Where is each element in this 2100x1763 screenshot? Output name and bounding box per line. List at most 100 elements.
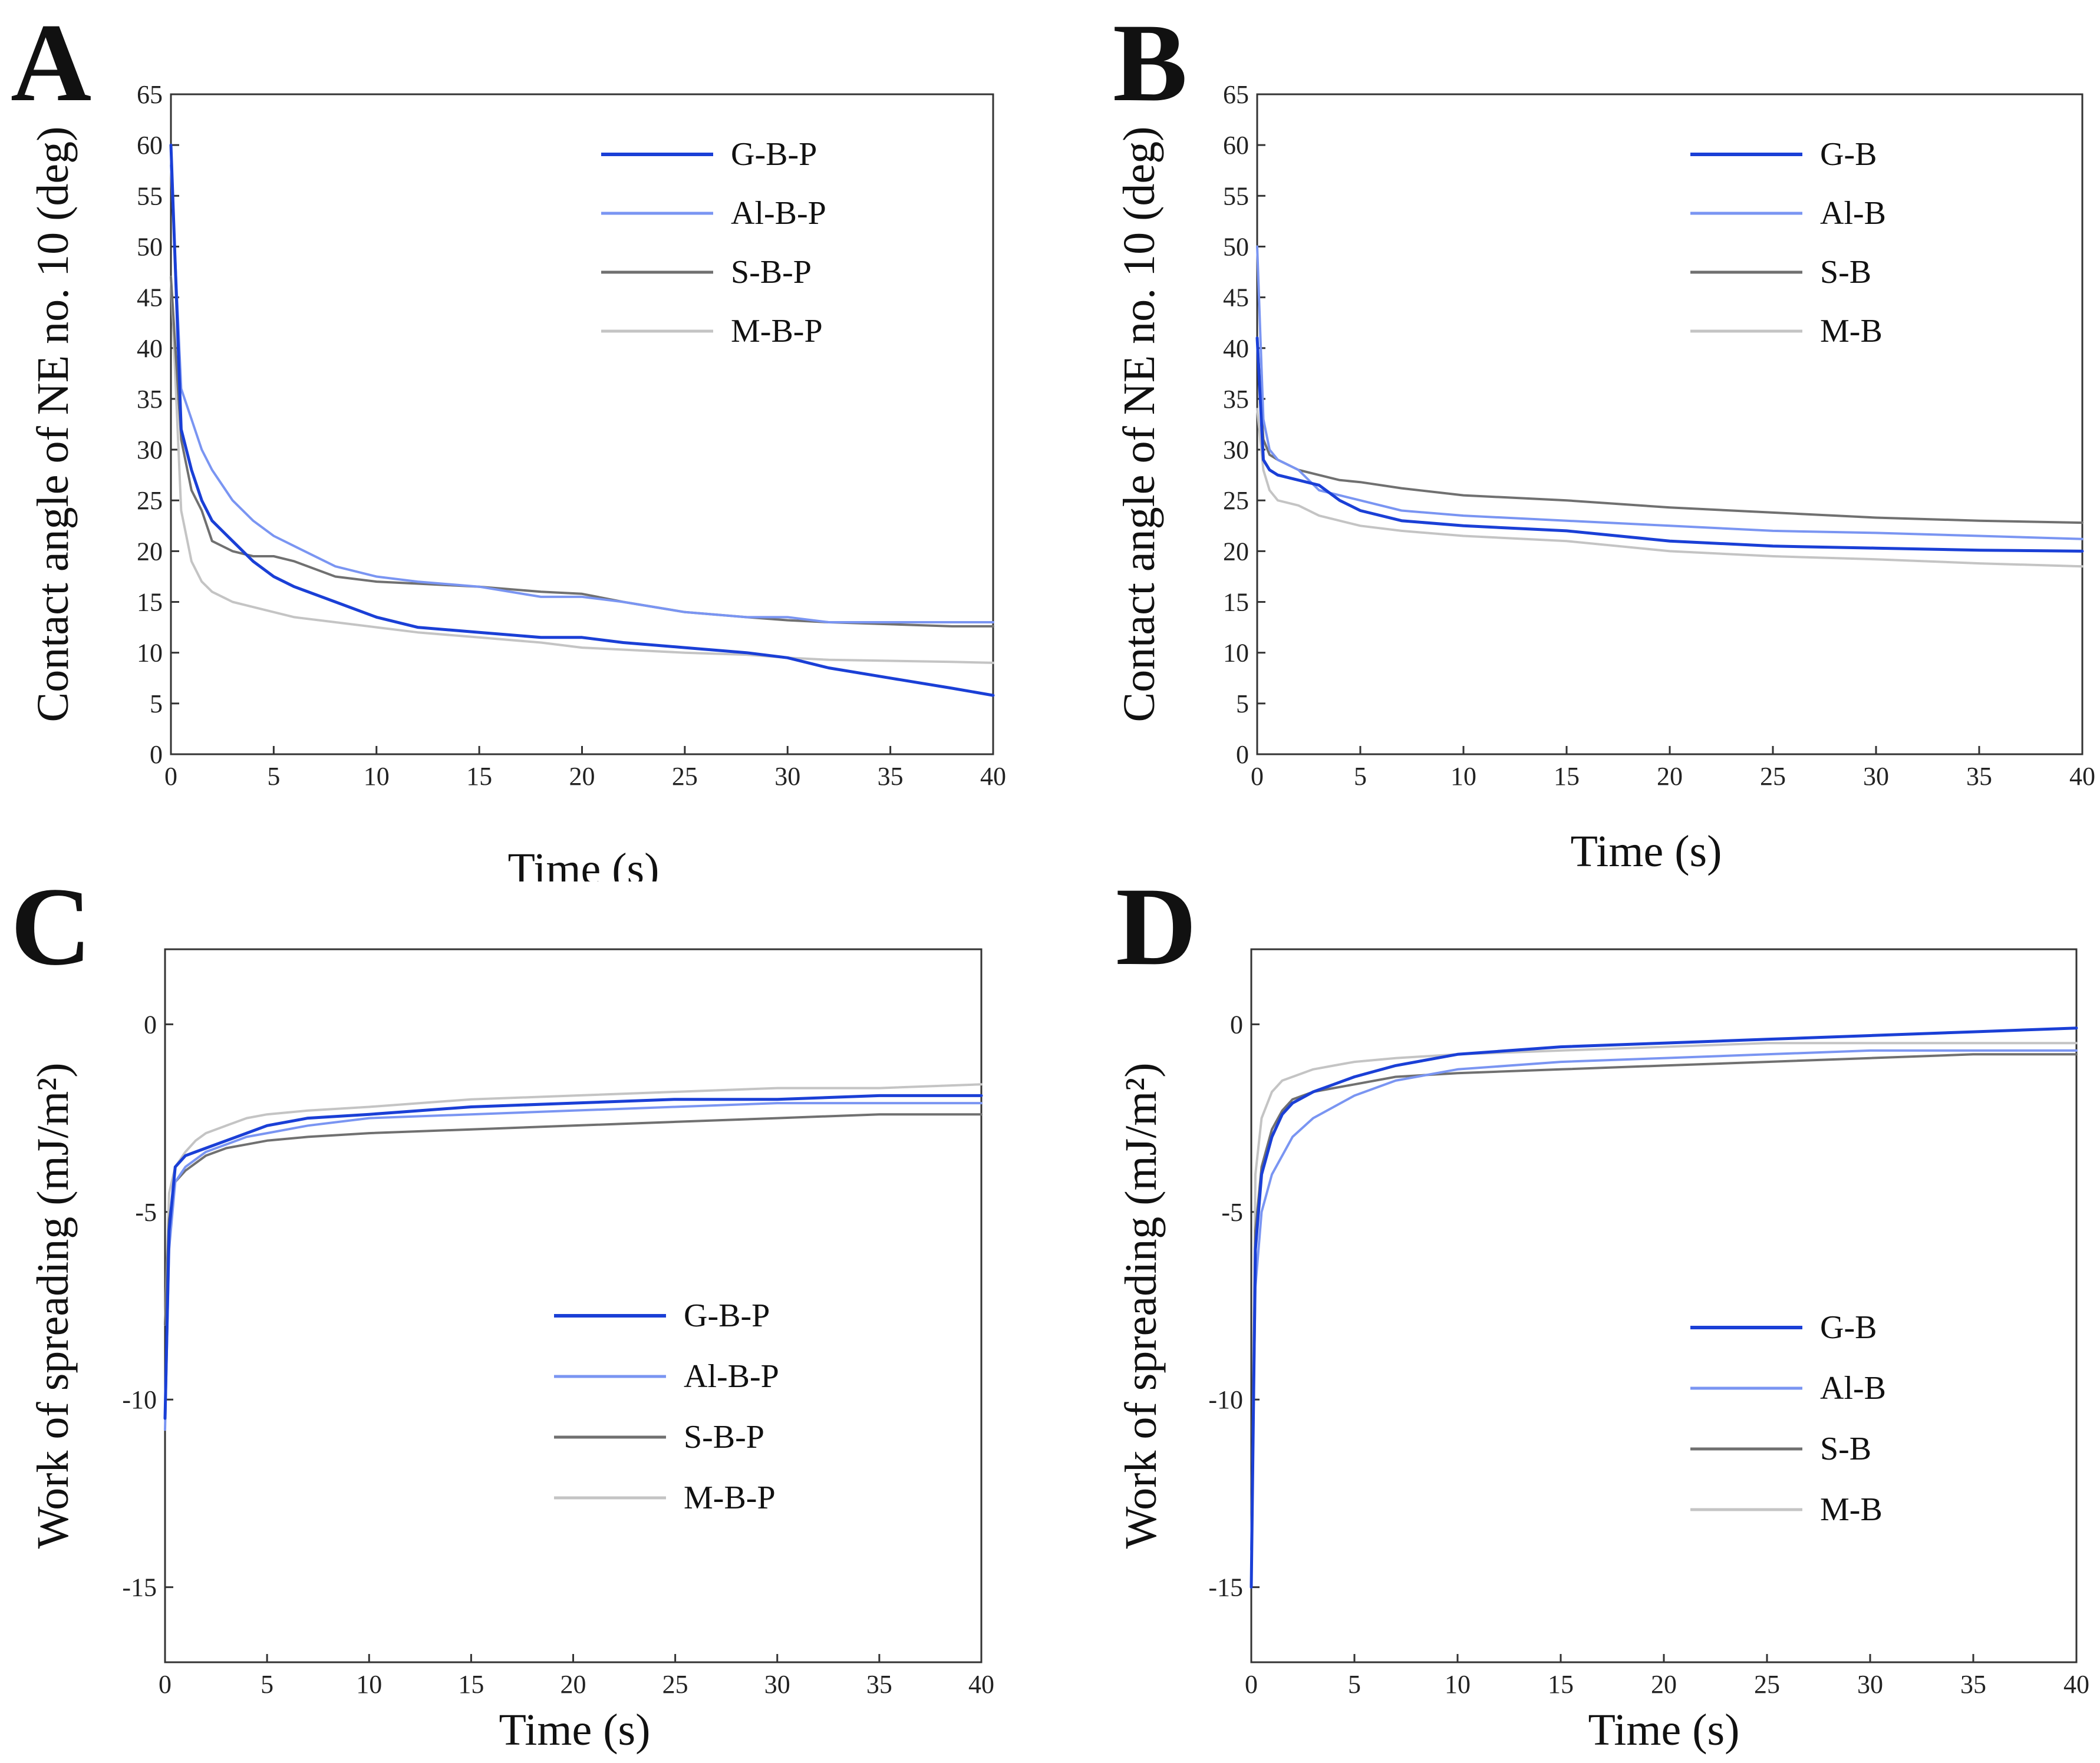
x-tick-label: 15	[466, 762, 492, 791]
series-line-g-b	[1250, 1026, 2078, 1589]
panel-letter-c: C	[11, 882, 91, 989]
panel-letter-b: B	[1113, 1, 1188, 125]
y-tick-label: 60	[137, 131, 163, 160]
y-tick-label: 45	[137, 283, 163, 312]
x-tick-label: 10	[364, 762, 390, 791]
y-tick-label: -10	[122, 1385, 157, 1414]
series-line-m-b	[1250, 1042, 2078, 1589]
legend: G-B Al-B S-B M-B	[1690, 136, 1886, 349]
x-tick-label: 30	[774, 762, 800, 791]
y-tick-label: -15	[122, 1573, 157, 1602]
series-line-al-b-p	[164, 1102, 983, 1431]
legend-label-g-b: G-B	[1820, 136, 1877, 173]
series-line-al-b	[1250, 1049, 2078, 1551]
x-tick-label: 35	[878, 762, 904, 791]
y-tick-label: 5	[150, 689, 163, 718]
series-line-s-b-p	[164, 1113, 983, 1326]
plot-frame	[164, 948, 983, 1663]
x-tick-label: 35	[1960, 1670, 1986, 1699]
legend-label-s-b: S-B	[1820, 1431, 1871, 1467]
y-tick-label: 40	[137, 334, 163, 363]
x-tick-label: 40	[2063, 1670, 2089, 1699]
y-tick-label: 35	[1223, 385, 1249, 414]
chart-a: A 0 5 10 15 20 25 30 35 40 0 5 10 15 20 25 30 35 40 45 50 55…	[11, 1, 1006, 882]
panel-b: B 0 5 10 15 20 25 30 35 40 0 5 10 15 20 25 30 35 40 45 50 55…	[1051, 0, 2100, 882]
chart-c: C 0 5 10 15 20 25 30 35 40 -15 -10 -5 0 Time (s) Wor…	[11, 882, 994, 1755]
legend-label-m-b: M-B	[1820, 1491, 1883, 1528]
x-tick-label: 25	[672, 762, 698, 791]
legend-label-al-b-p: Al-B-P	[731, 195, 826, 232]
y-tick-label: 0	[1230, 1010, 1243, 1039]
x-tick-label: 35	[1966, 762, 1992, 791]
y-tick-label: 65	[137, 80, 163, 109]
x-tick-label: 10	[356, 1670, 382, 1699]
x-tick-label: 15	[458, 1670, 484, 1699]
panel-a: A 0 5 10 15 20 25 30 35 40 0 5 10 15 20 25 30 35 40 45 50 55…	[0, 0, 1049, 882]
legend: G-B-P Al-B-P S-B-P M-B-P	[554, 1298, 779, 1516]
y-tick-label: 40	[1223, 334, 1249, 363]
y-tick-label: 30	[137, 435, 163, 464]
legend-label-g-b-p: G-B-P	[731, 136, 817, 173]
y-tick-label: 25	[1223, 486, 1249, 515]
x-tick-label: 25	[662, 1670, 688, 1699]
series-line-s-b	[1250, 1053, 2078, 1589]
x-tick-label: 20	[1651, 1670, 1677, 1699]
x-tick-label: 40	[980, 762, 1006, 791]
x-tick-label: 25	[1754, 1670, 1780, 1699]
legend-label-g-b-p: G-B-P	[684, 1298, 770, 1334]
x-tick-label: 20	[569, 762, 595, 791]
series-line-m-b-p	[170, 276, 994, 664]
x-axis-title: Time (s)	[499, 1705, 651, 1755]
y-tick-label: 45	[1223, 283, 1249, 312]
x-tick-label: 10	[1450, 762, 1476, 791]
series-line-al-b-p	[170, 164, 994, 623]
series-line-s-b	[1256, 336, 2083, 524]
legend-label-g-b: G-B	[1820, 1309, 1877, 1346]
y-axis-title: Work of spreading (mJ/m²)	[1116, 1062, 1166, 1549]
x-tick-label: 30	[1857, 1670, 1883, 1699]
x-tick-label: 0	[159, 1670, 172, 1699]
legend-label-al-b: Al-B	[1820, 195, 1886, 232]
series-line-g-b	[1255, 336, 2084, 553]
x-tick-label: 40	[968, 1670, 994, 1699]
y-axis-title: Contact angle of NE no. 10 (deg)	[1115, 127, 1164, 722]
x-tick-label: 20	[1657, 762, 1683, 791]
x-tick-label: 20	[561, 1670, 586, 1699]
series-line-m-b	[1256, 408, 2083, 568]
x-tick-label: 0	[1251, 762, 1264, 791]
y-tick-label: -10	[1208, 1385, 1243, 1414]
series-line-g-b-p	[169, 143, 995, 697]
panel-letter-d: D	[1116, 882, 1196, 989]
chart-d: D 0 5 10 15 20 25 30 35 40 -15 -10 -5 0 Time (s) Wor…	[1116, 882, 2089, 1755]
legend-label-m-b: M-B	[1820, 313, 1883, 349]
y-tick-label: -5	[135, 1198, 157, 1227]
y-tick-label: 15	[137, 588, 163, 617]
y-tick-label: 50	[1223, 232, 1249, 261]
legend-label-s-b-p: S-B-P	[684, 1419, 764, 1455]
y-tick-label: 0	[150, 740, 163, 769]
legend-label-al-b: Al-B	[1820, 1370, 1886, 1407]
legend-label-s-b: S-B	[1820, 254, 1871, 290]
x-tick-label: 5	[267, 762, 280, 791]
y-tick-label: 0	[1236, 740, 1249, 769]
panel-c: C 0 5 10 15 20 25 30 35 40 -15 -10 -5 0 Time (s) Wor…	[0, 882, 1049, 1763]
y-tick-label: 20	[1223, 537, 1249, 566]
y-tick-label: 10	[137, 639, 163, 668]
x-tick-label: 40	[2069, 762, 2095, 791]
y-tick-label: -15	[1208, 1573, 1243, 1602]
x-tick-label: 0	[164, 762, 177, 791]
legend-label-al-b-p: Al-B-P	[684, 1358, 779, 1395]
y-tick-label: 20	[137, 537, 163, 566]
x-tick-label: 10	[1445, 1670, 1471, 1699]
y-tick-label: 55	[137, 181, 163, 210]
x-tick-label: 0	[1245, 1670, 1258, 1699]
series-line-s-b-p	[170, 276, 994, 628]
legend-label-m-b-p: M-B-P	[731, 313, 823, 349]
y-tick-label: -5	[1221, 1198, 1243, 1227]
y-tick-label: 65	[1223, 80, 1249, 109]
y-tick-label: 5	[1236, 689, 1249, 718]
panel-letter-a: A	[11, 1, 91, 125]
x-tick-label: 30	[764, 1670, 790, 1699]
x-axis-title: Time (s)	[508, 844, 660, 882]
x-tick-label: 5	[1354, 762, 1367, 791]
